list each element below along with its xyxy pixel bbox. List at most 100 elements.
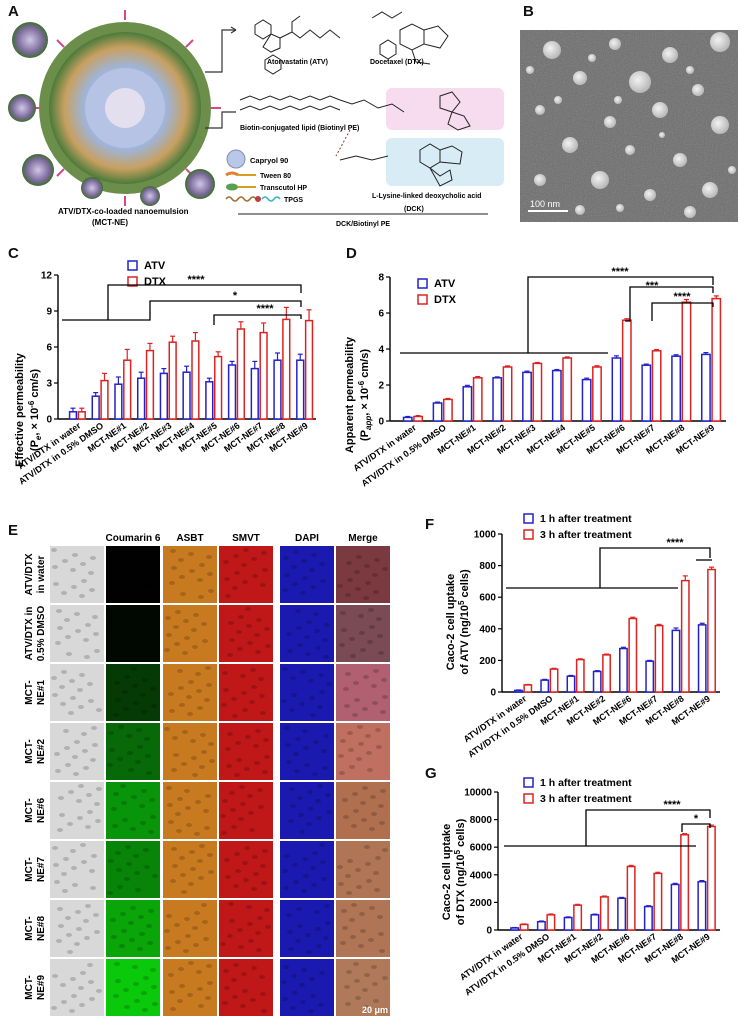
cell-texture	[175, 812, 181, 816]
row-label-line2: 0.5% DMSO	[36, 605, 47, 661]
cell-texture	[60, 702, 66, 706]
cell-texture	[363, 675, 369, 679]
cell-texture	[362, 988, 368, 992]
c-sig-1-label: ****	[187, 274, 205, 286]
cell-texture	[310, 866, 316, 870]
cell-texture	[188, 961, 194, 965]
bar-b	[653, 872, 663, 931]
cell-texture	[114, 962, 120, 966]
cell-texture	[282, 869, 288, 873]
cell-texture	[343, 815, 349, 819]
row-label-line1: ATV/DTX in	[24, 607, 35, 661]
cell-texture	[81, 860, 87, 864]
cell-texture	[65, 635, 71, 639]
cell-texture	[235, 869, 241, 873]
cell-texture	[72, 553, 78, 557]
y-tick-label: 4	[378, 345, 384, 356]
cell-texture	[91, 726, 97, 730]
cell-texture	[303, 746, 309, 750]
cell-texture	[96, 989, 102, 993]
cell-texture	[84, 655, 90, 659]
cell-texture	[92, 615, 98, 619]
column-header: ASBT	[176, 533, 203, 544]
micrograph-tile	[280, 841, 334, 898]
connector-arrows	[205, 26, 237, 129]
cell-texture	[181, 890, 187, 894]
cell-texture	[68, 790, 74, 794]
chart-c-ylabel-line1: Effective permeability	[14, 352, 26, 467]
cell-texture	[222, 671, 228, 675]
cell-texture	[180, 592, 186, 596]
bar-b	[592, 366, 602, 422]
cell-texture	[90, 758, 96, 762]
cell-texture	[61, 591, 67, 595]
bar-b	[502, 366, 513, 422]
cell-texture	[248, 939, 254, 943]
cell-texture	[178, 558, 184, 562]
cell-texture	[233, 554, 239, 558]
cell-texture	[78, 784, 84, 788]
micrograph-tile	[336, 605, 390, 662]
cell-texture	[222, 1001, 228, 1005]
cell-texture	[303, 874, 309, 878]
dtx-structure	[371, 11, 449, 65]
cell-texture	[81, 579, 87, 583]
cell-texture	[264, 627, 270, 631]
cell-texture	[67, 822, 73, 826]
cell-texture	[61, 1000, 67, 1004]
bar-b	[681, 301, 692, 422]
cell-texture	[79, 594, 85, 598]
cell-texture	[129, 938, 135, 942]
cell-texture	[137, 947, 143, 951]
bar-a	[540, 679, 550, 693]
micrograph-tile	[163, 841, 217, 898]
panel-a-schematic: Atorvastatin (ATV) Docetaxel (DTX) Bioti…	[8, 10, 504, 228]
cell-texture	[79, 1003, 85, 1007]
cell-texture	[346, 561, 352, 565]
bar-a	[551, 369, 562, 422]
cell-texture	[90, 886, 96, 890]
cell-texture	[134, 590, 140, 594]
legend-label-2: DTX	[434, 294, 457, 306]
micrograph-tile	[50, 723, 104, 780]
cell-texture	[65, 916, 71, 920]
micrograph-tile	[219, 605, 273, 662]
cell-texture	[125, 564, 131, 568]
bar-b	[259, 331, 268, 420]
row-label-line1: MCT-	[24, 975, 35, 999]
bar-a	[619, 647, 628, 693]
cell-texture	[367, 768, 373, 772]
cell-texture	[81, 732, 87, 736]
cell-texture	[344, 704, 350, 708]
cell-texture	[133, 701, 139, 705]
cell-texture	[185, 806, 191, 810]
legend-label-1: ATV	[434, 278, 456, 290]
panel-letter-c: C	[8, 245, 19, 262]
cell-texture	[373, 590, 379, 594]
cell-texture	[171, 768, 177, 772]
cell-texture	[91, 854, 97, 858]
cell-texture	[340, 611, 346, 615]
cell-texture	[249, 700, 255, 704]
cell-texture	[228, 902, 234, 906]
cell-texture	[253, 872, 259, 876]
cell-texture	[207, 572, 213, 576]
cell-texture	[289, 787, 295, 791]
cell-texture	[364, 564, 370, 568]
cell-texture	[261, 551, 267, 555]
cell-texture	[199, 765, 205, 769]
cell-texture	[80, 971, 86, 975]
row-label-line1: ATV/DTX	[24, 553, 35, 595]
cell-texture	[188, 552, 194, 556]
cell-texture	[325, 793, 331, 797]
bar-b	[602, 654, 611, 693]
cell-texture	[317, 705, 323, 709]
cell-texture	[262, 568, 268, 572]
cell-texture	[362, 786, 368, 790]
cell-texture	[360, 929, 366, 933]
panel-letter-f: F	[425, 516, 435, 533]
bar-b	[707, 568, 716, 693]
cell-texture	[237, 647, 243, 651]
atv-structure	[254, 15, 341, 75]
cell-texture	[209, 759, 215, 763]
